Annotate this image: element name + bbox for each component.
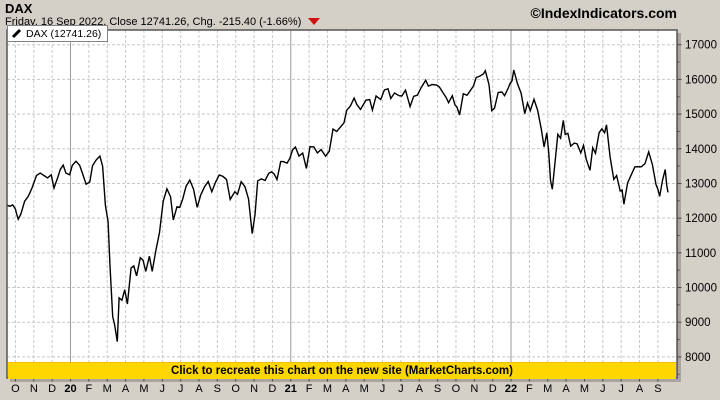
x-tick-label: M bbox=[103, 383, 112, 395]
x-tick-label: N bbox=[30, 383, 38, 395]
dax-series-line bbox=[6, 68, 669, 342]
x-tick-label: D bbox=[48, 383, 56, 395]
x-tick-label: M bbox=[139, 383, 148, 395]
x-tick-label: 21 bbox=[285, 383, 297, 395]
x-tick-label: M bbox=[543, 383, 552, 395]
x-tick-label: J bbox=[380, 383, 386, 395]
x-tick-label: J bbox=[178, 383, 184, 395]
x-tick-label: S bbox=[434, 383, 441, 395]
x-tick-label: J bbox=[398, 383, 404, 395]
y-tick-label: 15000 bbox=[685, 109, 717, 121]
x-tick-label: A bbox=[342, 383, 350, 395]
x-tick-label: N bbox=[470, 383, 478, 395]
chart-title: DAX bbox=[5, 1, 33, 16]
x-tick-label: F bbox=[306, 383, 313, 395]
x-tick-label: M bbox=[323, 383, 332, 395]
x-tick-label: D bbox=[268, 383, 276, 395]
y-tick-label: 17000 bbox=[685, 40, 717, 52]
y-tick-label: 8000 bbox=[685, 352, 711, 364]
x-tick-label: N bbox=[250, 383, 258, 395]
y-tick-label: 11000 bbox=[685, 248, 716, 260]
x-tick-label: J bbox=[600, 383, 606, 395]
x-tick-label: S bbox=[214, 383, 221, 395]
x-tick-label: M bbox=[360, 383, 369, 395]
change-down-triangle-icon bbox=[308, 18, 321, 26]
y-tick-label: 16000 bbox=[685, 74, 717, 86]
y-tick-label: 13000 bbox=[685, 178, 717, 190]
x-tick-label: F bbox=[526, 383, 533, 395]
x-tick-label: D bbox=[489, 383, 497, 395]
x-tick-label: A bbox=[562, 383, 570, 395]
y-tick-label: 12000 bbox=[685, 213, 717, 225]
series-line-swatch-icon bbox=[12, 28, 22, 39]
y-tick-label: 14000 bbox=[685, 144, 717, 156]
y-tick-label: 9000 bbox=[685, 317, 711, 329]
x-tick-label: M bbox=[580, 383, 589, 395]
x-tick-label: A bbox=[122, 383, 130, 395]
x-tick-label: 20 bbox=[64, 383, 76, 395]
series-legend: DAX (12741.26) bbox=[7, 25, 109, 42]
x-tick-label: F bbox=[85, 383, 92, 395]
recreate-banner-link[interactable]: Click to recreate this chart on the new … bbox=[8, 362, 676, 379]
x-tick-label: O bbox=[11, 383, 20, 395]
x-tick-label: J bbox=[618, 383, 624, 395]
chart-header: DAX Friday, 16 Sep 2022, Close 12741.26,… bbox=[0, 0, 720, 30]
x-tick-label: A bbox=[416, 383, 424, 395]
x-tick-label: J bbox=[160, 383, 166, 395]
x-tick-label: S bbox=[654, 383, 661, 395]
x-tick-label: 22 bbox=[505, 383, 517, 395]
x-tick-label: O bbox=[231, 383, 240, 395]
x-tick-label: A bbox=[636, 383, 644, 395]
copyright: ©IndexIndicators.com bbox=[530, 5, 677, 21]
x-tick-label: A bbox=[195, 383, 203, 395]
legend-label: DAX (12741.26) bbox=[26, 27, 102, 40]
x-tick-label: O bbox=[452, 383, 461, 395]
y-tick-label: 10000 bbox=[685, 283, 717, 295]
